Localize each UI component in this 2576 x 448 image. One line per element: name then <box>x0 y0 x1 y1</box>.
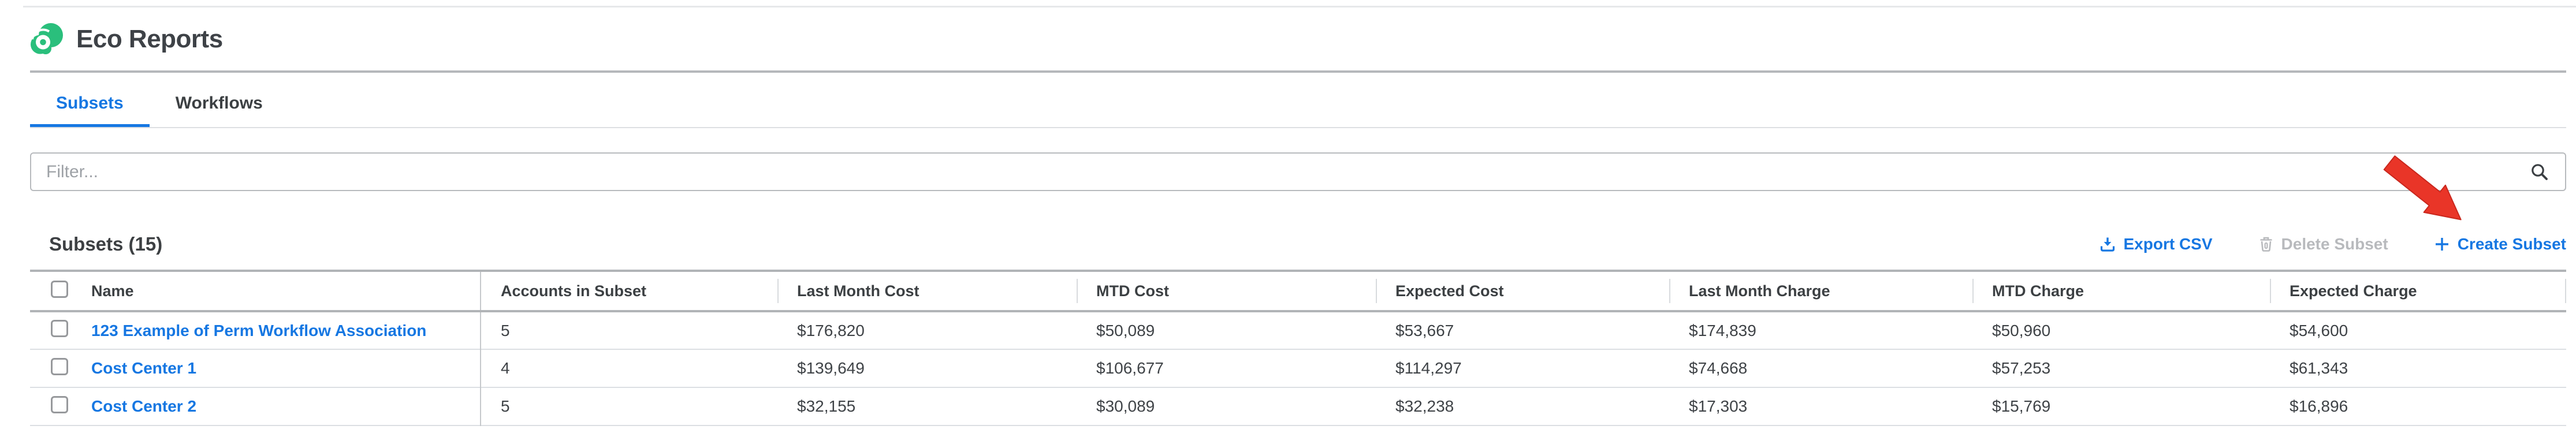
cell-last-month-cost: $176,820 <box>797 321 865 339</box>
column-header-expected-cost[interactable]: Expected Cost <box>1376 271 1669 311</box>
row-checkbox[interactable] <box>51 320 68 337</box>
table-row: Cost Center 1 4 $139,649 $106,677 $114,2… <box>30 349 2566 387</box>
app-header: Eco Reports <box>30 23 223 55</box>
subset-name-link[interactable]: 123 Example of Perm Workflow Association <box>91 321 427 339</box>
cell-expected-cost: $53,667 <box>1395 321 1454 339</box>
subset-name-link[interactable]: Cost Center 2 <box>91 397 197 415</box>
download-icon <box>2100 237 2115 252</box>
delete-subset-button[interactable]: Delete Subset <box>2259 235 2388 253</box>
row-checkbox[interactable] <box>51 357 68 375</box>
subsets-toolbar: Subsets (15) Export CSV Delete Subset <box>30 228 2566 260</box>
filter-input[interactable] <box>31 154 2565 190</box>
tab-bar-divider <box>30 127 2566 128</box>
table-row: Cost Center 2 5 $32,155 $30,089 $32,238 … <box>30 387 2566 425</box>
cell-expected-charge: $61,343 <box>2290 359 2348 377</box>
cell-expected-charge: $54,600 <box>2290 321 2348 339</box>
eco-logo-icon <box>31 23 63 54</box>
cell-last-month-charge: $174,839 <box>1689 321 1756 339</box>
cell-last-month-charge: $74,668 <box>1689 359 1748 377</box>
cell-mtd-cost: $30,089 <box>1096 397 1155 415</box>
cell-mtd-charge: $15,769 <box>1992 397 2051 415</box>
cell-accounts: 5 <box>480 311 777 349</box>
delete-subset-label: Delete Subset <box>2281 235 2388 253</box>
column-header-mtd-charge[interactable]: MTD Charge <box>1972 271 2270 311</box>
tab-workflows[interactable]: Workflows <box>175 94 263 113</box>
filter-bar <box>30 152 2566 191</box>
column-header-accounts[interactable]: Accounts in Subset <box>480 271 777 311</box>
cell-expected-cost: $32,238 <box>1395 397 1454 415</box>
cell-expected-cost: $114,297 <box>1395 359 1462 377</box>
export-csv-button[interactable]: Export CSV <box>2099 235 2213 253</box>
subsets-table: Name Accounts in Subset Last Month Cost … <box>30 270 2566 426</box>
cell-last-month-cost: $139,649 <box>797 359 865 377</box>
column-header-name[interactable]: Name <box>91 282 134 300</box>
page-title: Eco Reports <box>76 25 223 53</box>
cell-mtd-cost: $50,089 <box>1096 321 1155 339</box>
table-header-row: Name Accounts in Subset Last Month Cost … <box>30 271 2566 311</box>
column-header-last-month-cost[interactable]: Last Month Cost <box>777 271 1077 311</box>
window-top-border <box>23 6 2576 8</box>
cell-mtd-cost: $106,677 <box>1096 359 1164 377</box>
cell-accounts: 5 <box>480 387 777 425</box>
column-header-last-month-charge[interactable]: Last Month Charge <box>1669 271 1972 311</box>
subsets-count-heading: Subsets (15) <box>49 233 163 255</box>
tab-bar: Subsets Workflows <box>30 87 289 128</box>
row-checkbox[interactable] <box>51 395 68 413</box>
column-header-expected-charge[interactable]: Expected Charge <box>2270 271 2566 311</box>
column-header-mtd-cost[interactable]: MTD Cost <box>1077 271 1376 311</box>
subset-name-link[interactable]: Cost Center 1 <box>91 359 197 377</box>
tab-subsets[interactable]: Subsets <box>30 87 150 128</box>
header-divider <box>30 70 2566 73</box>
toolbar-actions: Export CSV Delete Subset Create Subset <box>2099 235 2566 253</box>
cell-accounts: 4 <box>480 349 777 387</box>
plus-icon <box>2435 238 2448 251</box>
cell-mtd-charge: $57,253 <box>1992 359 2051 377</box>
cell-last-month-cost: $32,155 <box>797 397 856 415</box>
cell-expected-charge: $16,896 <box>2290 397 2348 415</box>
export-csv-label: Export CSV <box>2123 235 2213 253</box>
cell-mtd-charge: $50,960 <box>1992 321 2051 339</box>
select-all-checkbox[interactable] <box>51 280 68 298</box>
create-subset-label: Create Subset <box>2457 235 2566 253</box>
trash-icon <box>2260 237 2272 252</box>
create-subset-button[interactable]: Create Subset <box>2434 235 2566 253</box>
table-row: 123 Example of Perm Workflow Association… <box>30 311 2566 349</box>
search-icon <box>2532 163 2548 180</box>
cell-last-month-charge: $17,303 <box>1689 397 1748 415</box>
